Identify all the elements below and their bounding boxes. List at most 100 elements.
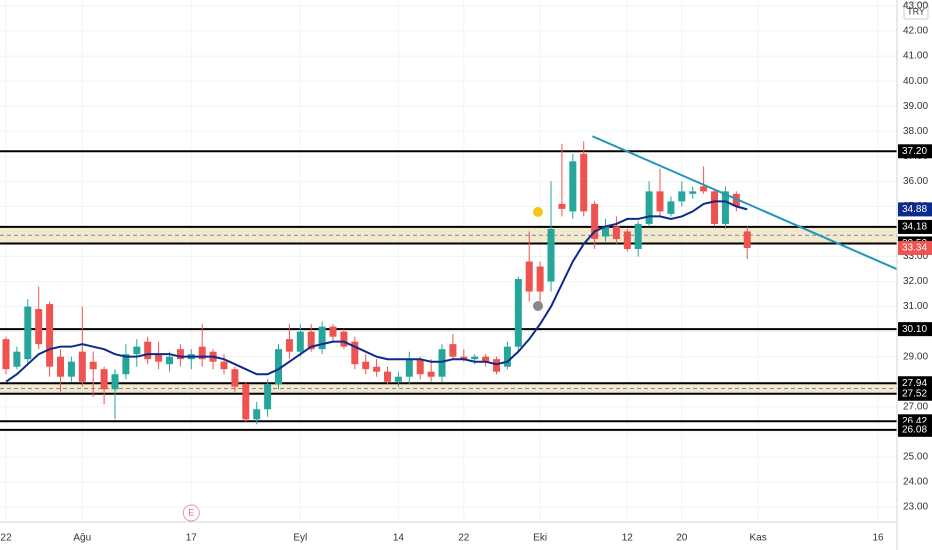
y-tick-label: 24.00 [903, 477, 928, 488]
level-label: 26.42 [902, 416, 927, 427]
candle-body [362, 361, 370, 370]
candle-body [634, 223, 642, 249]
candle-body [471, 356, 479, 360]
candle-body [569, 161, 577, 212]
candle-body [144, 341, 152, 360]
candle-body [667, 201, 675, 214]
candle-body [427, 371, 435, 377]
x-tick-label: 22 [0, 533, 12, 544]
level-label: 34.18 [902, 222, 927, 233]
candle-body [155, 354, 163, 362]
zones [0, 150, 897, 431]
candle-body [296, 331, 304, 352]
y-tick-label: 27.00 [903, 401, 928, 412]
candle-body [460, 356, 468, 360]
level-label-box [898, 376, 932, 391]
candle-body [449, 344, 457, 357]
candle-body [307, 331, 315, 350]
candle-body [133, 346, 141, 355]
y-tick-label: 23.00 [903, 502, 928, 513]
candle-body [514, 279, 522, 347]
candle-body [623, 231, 631, 249]
candle-body [253, 409, 261, 420]
candle-body [721, 191, 729, 224]
level-label-box [898, 422, 932, 437]
x-tick-label: 14 [393, 533, 405, 544]
level-label: 27.94 [902, 378, 927, 389]
candle-body [122, 354, 130, 375]
x-tick-label: 12 [622, 533, 634, 544]
y-tick-label: 32.00 [903, 276, 928, 287]
event-marker [182, 504, 200, 522]
candle-body [547, 228, 555, 282]
y-tick-label: 38.00 [903, 126, 928, 137]
candle-body [536, 266, 544, 292]
level-label: 37.20 [902, 146, 927, 157]
candle-body [198, 346, 206, 360]
candle-body [67, 361, 75, 377]
candle-body [231, 369, 239, 387]
candle-body [176, 349, 184, 360]
y-tick-label: 31.00 [903, 301, 928, 312]
candle-body [743, 231, 751, 248]
candle-body [394, 376, 402, 382]
candle-body [285, 339, 293, 352]
candle-body [493, 359, 501, 372]
candle-body [482, 356, 490, 362]
candle-body [558, 203, 566, 209]
candle-body [220, 361, 228, 370]
x-tick-label: 17 [186, 533, 198, 544]
candle-body [166, 356, 174, 365]
candle-body [242, 384, 250, 420]
currency-box[interactable] [903, 2, 929, 20]
candle-body [503, 346, 511, 367]
x-tick-label: Eki [533, 533, 547, 544]
level-label-box [898, 322, 932, 337]
x-tick-label: 22 [458, 533, 470, 544]
split-marker[interactable] [533, 301, 543, 311]
y-tick-label: 39.00 [903, 101, 928, 112]
dividend-marker[interactable] [533, 207, 543, 217]
candle-body [405, 359, 413, 377]
candle-body [591, 203, 599, 239]
candle-body [275, 349, 283, 385]
candle-body [580, 153, 588, 212]
y-tick-label: 42.00 [903, 26, 928, 37]
level-label-box [898, 219, 932, 234]
plot [2, 135, 897, 425]
candle-body [438, 349, 446, 377]
level-label: 26.08 [902, 424, 927, 435]
ma-label-box [898, 202, 932, 217]
last-price-label: 33.34 [902, 243, 927, 254]
candle-body [416, 359, 424, 375]
event-label: E [188, 507, 194, 517]
candle-body [602, 226, 610, 237]
candle-body [612, 226, 620, 239]
x-tick-label: 20 [676, 533, 688, 544]
candle-body [35, 309, 43, 345]
y-tick-label: 40.00 [903, 76, 928, 87]
x-tick-label: 16 [872, 533, 884, 544]
y-tick-label: 36.00 [903, 176, 928, 187]
candle-body [89, 361, 97, 370]
moving-average [5, 200, 748, 383]
candle-body [351, 341, 359, 365]
y-tick-label: 25.00 [903, 452, 928, 463]
y-tick-label: 41.00 [903, 51, 928, 62]
y-tick-label: 29.00 [903, 351, 928, 362]
ma-label: 34.88 [902, 204, 927, 215]
candle-body [318, 326, 326, 350]
candle-body [13, 351, 21, 367]
candle-body [2, 339, 10, 370]
x-tick-label: Ağu [73, 533, 91, 544]
level-label: 27.52 [902, 388, 927, 399]
candle-body [100, 369, 108, 390]
y-tick-label: 43.00 [903, 1, 928, 12]
candle-body [56, 356, 64, 377]
candle-body [340, 331, 348, 347]
candle-body [329, 326, 337, 337]
